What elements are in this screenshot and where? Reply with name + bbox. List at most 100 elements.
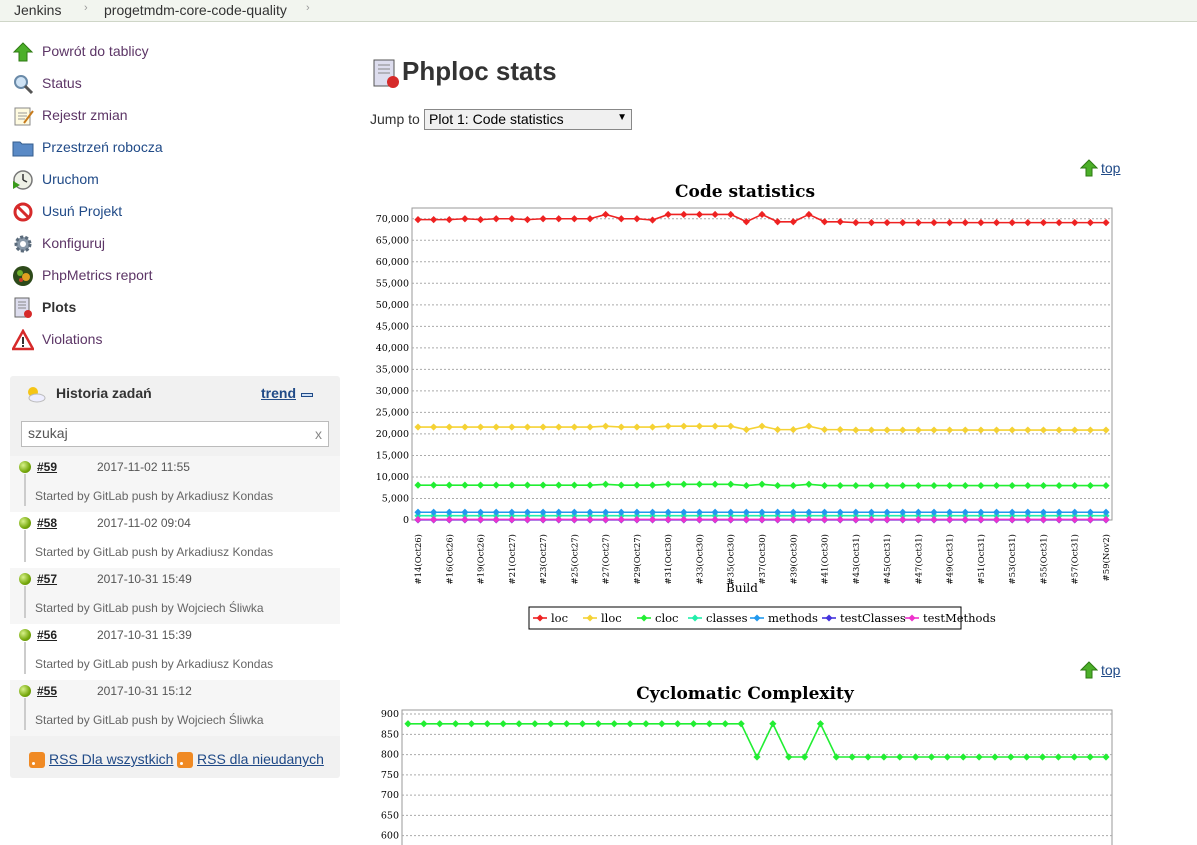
legend-label: cloc <box>655 611 678 625</box>
data-point <box>430 508 438 516</box>
data-point <box>852 508 860 516</box>
success-ball-icon <box>19 685 31 697</box>
sidebar-item-changes[interactable]: Rejestr zmian <box>12 104 312 128</box>
data-point <box>727 515 735 524</box>
cyclomatic-complexity-chart: 550600650700750800850900 <box>381 709 1113 845</box>
data-point <box>727 508 735 516</box>
x-tick-label: #23(Oct27) <box>538 534 549 585</box>
x-tick-label: #25(Oct27) <box>569 534 580 585</box>
data-point <box>555 515 563 524</box>
weather-partly-sunny-icon <box>28 387 46 403</box>
sidebar-item-workspace[interactable]: Przestrzeń robocza <box>12 136 312 160</box>
data-point <box>805 515 813 524</box>
jump-to-selected: Plot 1: Code statistics <box>429 111 564 127</box>
timeline-connector <box>24 698 26 730</box>
warning-icon <box>12 329 34 351</box>
build-number-link[interactable]: #58 <box>37 516 58 530</box>
data-point <box>805 210 813 219</box>
data-point <box>1086 753 1094 761</box>
data-point <box>476 515 485 524</box>
data-point <box>1071 426 1079 434</box>
data-point <box>602 508 610 516</box>
build-history-header: Historia zadań trend <box>10 376 340 412</box>
data-point <box>1039 508 1048 516</box>
success-ball-icon <box>19 629 31 641</box>
data-point <box>680 515 688 524</box>
data-point <box>758 422 766 430</box>
no-entry-icon <box>13 202 33 222</box>
success-ball-icon <box>19 517 31 529</box>
rss-icon[interactable] <box>177 752 193 768</box>
jump-to-select[interactable]: Plot 1: Code statistics ▼ <box>424 109 632 130</box>
phpmetrics-icon <box>13 266 33 286</box>
data-point <box>689 720 698 728</box>
rss-icon[interactable] <box>29 752 45 768</box>
breadcrumb-chevron-icon[interactable]: › <box>306 2 310 14</box>
x-tick-label: #41(Oct30) <box>820 534 831 585</box>
sidebar-item-build-now[interactable]: Uruchom <box>12 168 312 192</box>
sidebar-item-label: Plots <box>42 299 77 315</box>
legend-marker <box>908 614 916 622</box>
data-point <box>680 480 688 488</box>
x-tick-label: #43(Oct31) <box>851 534 862 585</box>
data-point <box>867 426 876 434</box>
data-point <box>586 515 594 524</box>
y-tick-label: 30,000 <box>376 386 409 397</box>
build-number-link[interactable]: #56 <box>37 628 58 642</box>
data-point <box>586 481 594 489</box>
legend-marker <box>691 614 699 622</box>
x-tick-label: #57(Oct31) <box>1070 534 1081 585</box>
data-point <box>789 508 797 516</box>
build-date-link[interactable]: 2017-10-31 15:39 <box>97 628 192 642</box>
data-point <box>711 480 719 488</box>
data-point <box>946 219 954 227</box>
data-point <box>1039 426 1048 434</box>
data-point <box>961 515 969 524</box>
rss-failed-link[interactable]: RSS dla nieudanych <box>197 751 324 767</box>
data-point <box>789 426 797 434</box>
data-point <box>1054 753 1063 761</box>
data-point <box>680 210 688 219</box>
data-point <box>820 426 829 434</box>
sidebar-item-back-to-dashboard[interactable]: Powrót do tablicy <box>12 40 312 64</box>
data-point <box>711 515 719 524</box>
build-cause: Started by GitLab push by Arkadiusz Kond… <box>35 489 274 503</box>
build-date-link[interactable]: 2017-10-31 15:12 <box>97 684 192 698</box>
sidebar-item-status[interactable]: Status <box>12 72 312 96</box>
data-point <box>695 480 704 488</box>
build-date-link[interactable]: 2017-11-02 11:55 <box>97 460 190 474</box>
timeline-connector <box>24 642 26 674</box>
rss-footer: RSS Dla wszystkich RSS dla nieudanych <box>10 742 340 778</box>
breadcrumb-item-jenkins[interactable]: Jenkins <box>14 2 62 18</box>
data-point <box>852 426 860 434</box>
sidebar-item-delete-project[interactable]: Usuń Projekt <box>12 200 312 224</box>
trend-link[interactable]: trend <box>261 385 296 401</box>
sidebar-item-configure[interactable]: Konfiguruj <box>12 232 312 256</box>
data-point <box>805 508 813 516</box>
build-number-link[interactable]: #55 <box>37 684 58 698</box>
data-point <box>414 216 422 224</box>
data-point <box>785 753 793 761</box>
data-point <box>695 210 704 219</box>
build-number-link[interactable]: #59 <box>37 460 58 474</box>
collapse-icon[interactable] <box>301 393 313 397</box>
build-date-link[interactable]: 2017-11-02 09:04 <box>97 516 191 530</box>
x-tick-label: #14(Oct26) <box>413 534 424 585</box>
rss-all-link[interactable]: RSS Dla wszystkich <box>49 751 174 767</box>
build-date-link[interactable]: 2017-10-31 15:49 <box>97 572 192 586</box>
data-point <box>758 508 766 516</box>
sidebar-item-plots[interactable]: Plots <box>12 296 312 320</box>
breadcrumb-chevron-icon[interactable]: › <box>84 2 88 14</box>
clear-search-icon[interactable]: x <box>315 426 322 442</box>
build-search-input[interactable]: szukaj <box>21 421 329 447</box>
data-point <box>864 753 872 761</box>
sidebar-item-phpmetrics-report[interactable]: PhpMetrics report <box>12 264 312 288</box>
build-number-link[interactable]: #57 <box>37 572 58 586</box>
data-point <box>836 515 844 524</box>
data-point <box>602 515 610 524</box>
sidebar-item-violations[interactable]: Violations <box>12 328 312 352</box>
y-tick-label: 750 <box>381 770 399 781</box>
data-point <box>899 515 907 524</box>
data-point <box>414 508 422 516</box>
breadcrumb-item-project[interactable]: progetmdm-core-code-quality <box>104 2 287 18</box>
